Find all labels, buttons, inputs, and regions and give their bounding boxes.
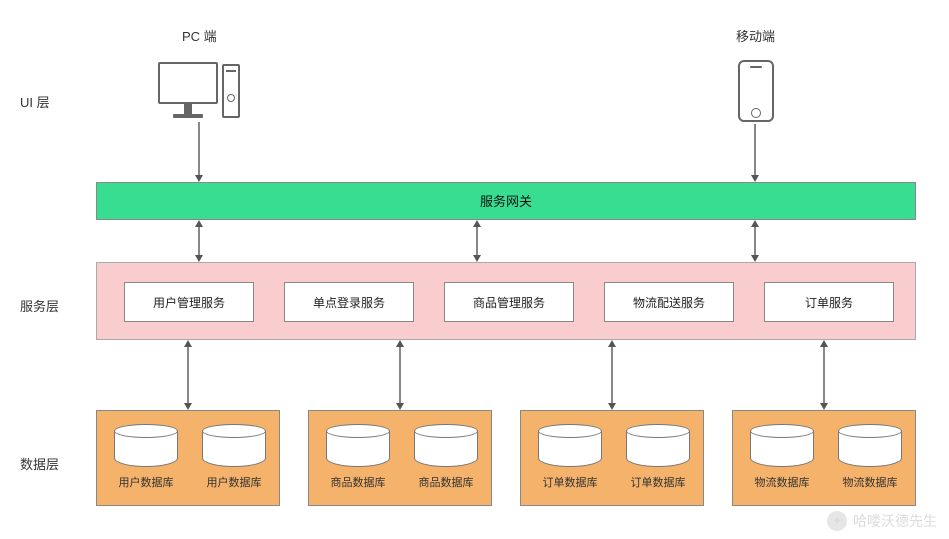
mobile-client-label: 移动端 xyxy=(736,26,775,45)
desktop-icon xyxy=(158,62,218,118)
bi-arrow xyxy=(818,340,830,410)
service-box: 用户管理服务 xyxy=(124,282,254,322)
mobile-icon xyxy=(738,60,774,122)
database-label: 商品数据库 xyxy=(404,474,488,535)
service-box: 物流配送服务 xyxy=(604,282,734,322)
database-label: 用户数据库 xyxy=(104,474,188,535)
pc-client-label: PC 端 xyxy=(182,26,217,45)
layer-label-service: 服务层 xyxy=(20,296,59,315)
database-label: 订单数据库 xyxy=(528,474,612,535)
bi-arrow xyxy=(182,340,194,410)
service-box: 商品管理服务 xyxy=(444,282,574,322)
bi-arrow xyxy=(193,220,205,262)
database-label: 订单数据库 xyxy=(616,474,700,535)
watermark: ✦ 哈喽沃德先生 xyxy=(827,511,937,531)
database-label: 物流数据库 xyxy=(740,474,824,535)
bi-arrow xyxy=(471,220,483,262)
database-label: 用户数据库 xyxy=(192,474,276,535)
layer-label-ui: UI 层 xyxy=(20,92,50,111)
wechat-icon: ✦ xyxy=(827,511,847,531)
layer-label-data: 数据层 xyxy=(20,454,59,473)
gateway-box: 服务网关 xyxy=(96,182,916,220)
service-box: 单点登录服务 xyxy=(284,282,414,322)
database-label: 商品数据库 xyxy=(316,474,400,535)
watermark-text: 哈喽沃德先生 xyxy=(853,511,937,531)
bi-arrow xyxy=(749,220,761,262)
bi-arrow xyxy=(394,340,406,410)
bi-arrow xyxy=(606,340,618,410)
service-box: 订单服务 xyxy=(764,282,894,322)
